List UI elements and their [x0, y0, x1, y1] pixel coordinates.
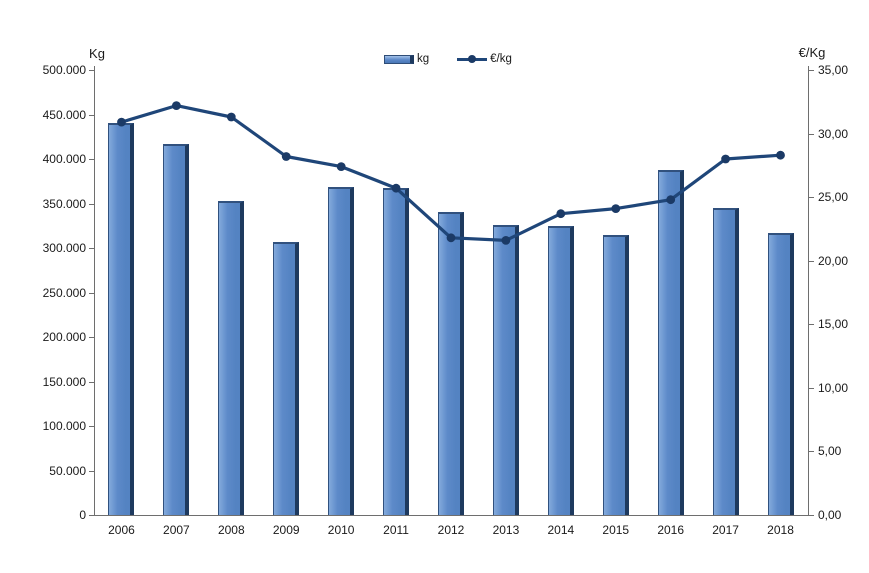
- left-axis-tick-label: 350.000: [42, 196, 86, 211]
- legend: kg €/kg: [384, 50, 512, 68]
- right-axis-tick: [809, 387, 814, 389]
- left-axis-tick: [89, 470, 94, 472]
- x-axis-line: [94, 515, 809, 516]
- legend-label-kg: kg: [417, 53, 430, 65]
- bar-2006: [108, 123, 135, 515]
- eur-per-kg-point-2017: [721, 154, 730, 164]
- bar-2016: [657, 169, 684, 515]
- right-axis-tick-label: 5,00: [818, 444, 842, 459]
- left-axis-tick: [89, 381, 94, 383]
- x-axis-label-2009: 2009: [272, 523, 300, 537]
- left-axis-tick-label: 150.000: [42, 374, 86, 389]
- legend-label-eur-per-kg: €/kg: [490, 53, 512, 65]
- left-axis-tick: [89, 248, 94, 249]
- x-axis-label-2018: 2018: [767, 523, 794, 537]
- right-axis-line: [808, 66, 809, 515]
- eur-per-kg-point-2014: [556, 209, 566, 219]
- bar-series-swatch-icon: [384, 54, 414, 64]
- right-axis-tick: [809, 451, 814, 453]
- eur-per-kg-point-2010: [336, 162, 346, 172]
- x-axis-label-2014: 2014: [547, 523, 575, 537]
- eur-per-kg-point-2018: [776, 150, 785, 160]
- left-axis-tick-label: 250.000: [42, 285, 86, 300]
- left-axis-tick: [89, 159, 94, 160]
- line-series-swatch-icon: [457, 55, 488, 63]
- bar-2014: [547, 225, 574, 515]
- right-axis-tick-label: 10,00: [818, 380, 849, 395]
- bar-2018: [767, 232, 794, 515]
- left-axis-tick-label: 400.000: [42, 152, 86, 166]
- x-axis-label-2007: 2007: [163, 523, 190, 537]
- left-axis-tick-label: 450.000: [42, 107, 86, 122]
- bar-2010: [328, 187, 355, 515]
- right-axis-tick: [809, 260, 814, 262]
- x-axis-label-2010: 2010: [327, 523, 355, 537]
- left-axis-tick: [89, 114, 94, 116]
- right-axis-tick-label: 20,00: [818, 253, 849, 268]
- right-axis-title: €/Kg: [798, 45, 826, 60]
- x-axis-label-2017: 2017: [712, 523, 739, 537]
- bar-2013: [492, 224, 519, 515]
- right-axis-tick-label: 0,00: [818, 508, 842, 522]
- left-axis-tick-label: 200.000: [42, 330, 86, 344]
- eur-per-kg-point-2007: [172, 101, 181, 110]
- left-axis-tick: [89, 426, 94, 427]
- left-axis-tick-label: 300.000: [42, 241, 86, 255]
- eur-per-kg-point-2015: [611, 204, 621, 214]
- right-axis-tick: [809, 133, 814, 135]
- x-axis-label-2012: 2012: [437, 523, 465, 537]
- left-axis-tick: [89, 292, 94, 294]
- left-axis-tick: [89, 337, 94, 338]
- x-axis-label-2011: 2011: [383, 523, 409, 537]
- left-axis-tick: [89, 203, 94, 205]
- right-axis-tick: [809, 197, 814, 199]
- bar-2011: [383, 188, 410, 515]
- right-axis-tick: [809, 70, 814, 71]
- left-axis-tick: [89, 515, 94, 516]
- x-axis-label-2013: 2013: [492, 523, 520, 537]
- bar-2008: [218, 200, 245, 515]
- eur-per-kg-point-2009: [281, 152, 291, 161]
- left-axis-tick-label: 500.000: [42, 63, 86, 77]
- left-axis-title: Kg: [89, 46, 105, 61]
- right-axis-tick: [809, 515, 814, 516]
- bar-2012: [438, 212, 464, 515]
- left-axis-tick: [89, 70, 94, 71]
- left-axis-tick-label: 0: [79, 508, 86, 522]
- right-axis-tick-label: 25,00: [818, 190, 849, 205]
- right-axis-tick-label: 35,00: [818, 63, 849, 77]
- bar-2007: [163, 143, 190, 515]
- left-axis-tick-label: 100.000: [42, 419, 86, 433]
- line-marker-dot-icon: [468, 55, 477, 63]
- x-axis-label-2016: 2016: [657, 523, 685, 537]
- x-axis-label-2006: 2006: [108, 523, 135, 537]
- bar-2015: [602, 234, 629, 515]
- bar-2009: [273, 241, 300, 515]
- x-axis-label-2015: 2015: [602, 523, 630, 537]
- bar-2017: [712, 207, 739, 515]
- legend-item-kg: kg: [384, 53, 429, 65]
- left-axis-tick-label: 50.000: [49, 463, 86, 478]
- legend-item-eur-per-kg: €/kg: [457, 53, 512, 65]
- right-axis-tick-label: 30,00: [818, 126, 849, 141]
- right-axis-tick: [809, 324, 814, 326]
- x-axis-label-2008: 2008: [217, 523, 245, 537]
- right-axis-tick-label: 15,00: [818, 317, 849, 332]
- left-axis-line: [94, 66, 95, 515]
- eur-per-kg-point-2008: [226, 112, 236, 122]
